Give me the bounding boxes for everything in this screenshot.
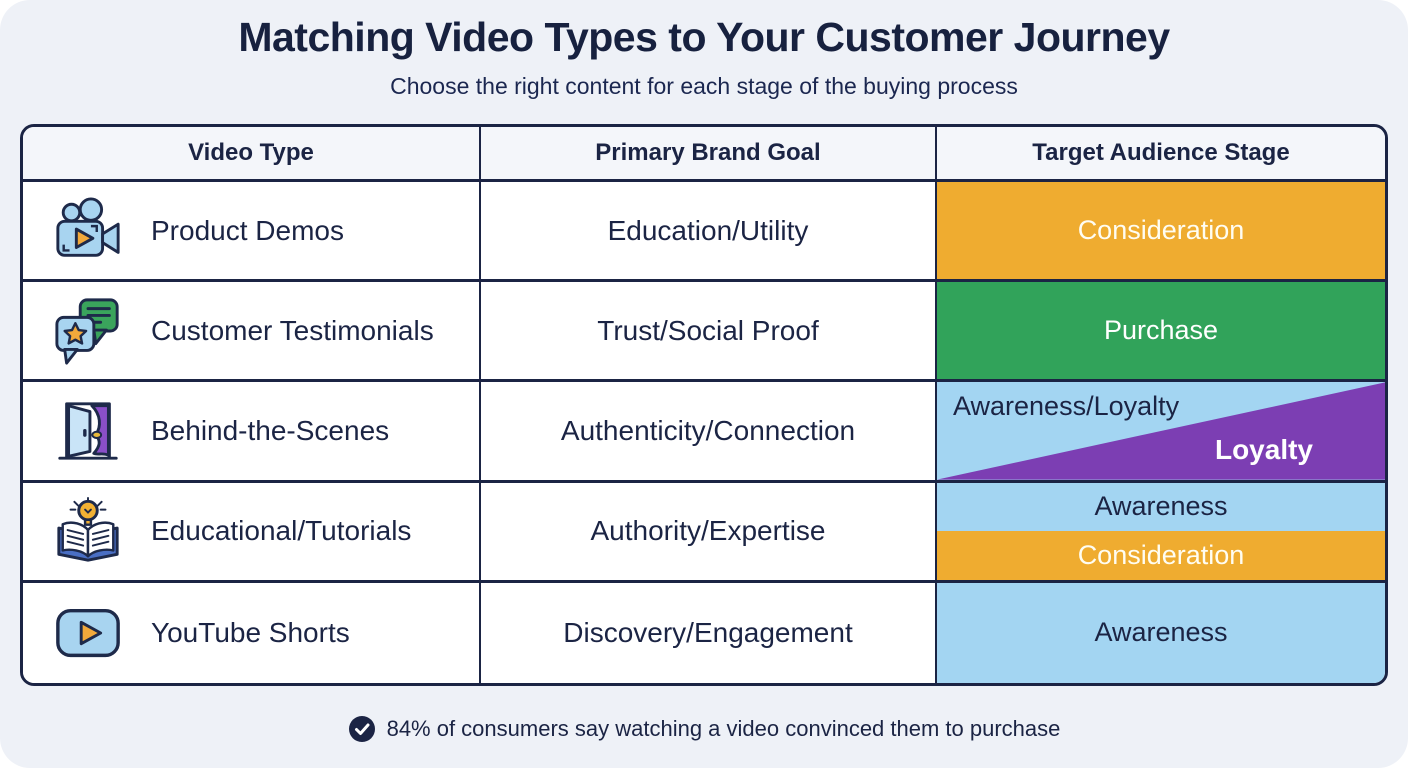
table-row-educational-tutorials-type: Educational/Tutorials — [23, 482, 481, 583]
table-row-customer-testimonials-type: Customer Testimonials — [23, 282, 481, 383]
footer-stat: 84% of consumers say watching a video co… — [0, 708, 1408, 750]
stage-label-awareness: Awareness — [937, 482, 1385, 532]
video-types-table: Video Type Primary Brand Goal Target Aud… — [20, 124, 1388, 686]
stage-cell-awareness-loyalty: Awareness/Loyalty Loyalty — [937, 382, 1385, 483]
video-type-label: YouTube Shorts — [151, 616, 350, 648]
page-subtitle: Choose the right content for each stage … — [390, 73, 1018, 99]
video-camera-icon — [51, 194, 125, 268]
stage-cell-consideration: Consideration — [937, 182, 1385, 283]
stage-label-awareness-loyalty: Awareness/Loyalty — [953, 391, 1180, 422]
play-button-icon — [51, 596, 125, 670]
table-row-product-demos-type: Product Demos — [23, 182, 481, 283]
stage-label-loyalty: Loyalty — [1214, 433, 1313, 465]
brand-goal-cell: Trust/Social Proof — [481, 282, 937, 383]
stage-cell-awareness-consideration: Awareness Consideration — [937, 482, 1385, 583]
column-header-audience-stage: Target Audience Stage — [937, 127, 1385, 182]
page-title: Matching Video Types to Your Customer Jo… — [238, 14, 1170, 60]
video-type-label: Behind-the-Scenes — [151, 414, 390, 446]
column-header-brand-goal: Primary Brand Goal — [481, 127, 937, 182]
video-type-label: Educational/Tutorials — [151, 515, 412, 547]
table-row-behind-the-scenes-type: Behind-the-Scenes — [23, 382, 481, 483]
brand-goal-cell: Authenticity/Connection — [481, 382, 937, 483]
video-type-label: Customer Testimonials — [151, 314, 434, 346]
video-type-label: Product Demos — [151, 214, 344, 246]
stage-label-consideration: Consideration — [937, 531, 1385, 580]
table-row-youtube-shorts-type: YouTube Shorts — [23, 582, 481, 683]
brand-goal-cell: Authority/Expertise — [481, 482, 937, 583]
stage-cell-awareness: Awareness — [937, 582, 1385, 683]
stage-cell-purchase: Purchase — [937, 282, 1385, 383]
checkmark-icon — [348, 715, 376, 743]
speech-bubbles-icon — [51, 294, 125, 368]
column-header-video-type: Video Type — [23, 127, 481, 182]
brand-goal-cell: Education/Utility — [481, 182, 937, 283]
door-curtain-icon — [51, 394, 125, 468]
book-lightbulb-icon — [51, 494, 125, 568]
footer-stat-text: 84% of consumers say watching a video co… — [386, 716, 1061, 741]
brand-goal-cell: Discovery/Engagement — [481, 582, 937, 683]
